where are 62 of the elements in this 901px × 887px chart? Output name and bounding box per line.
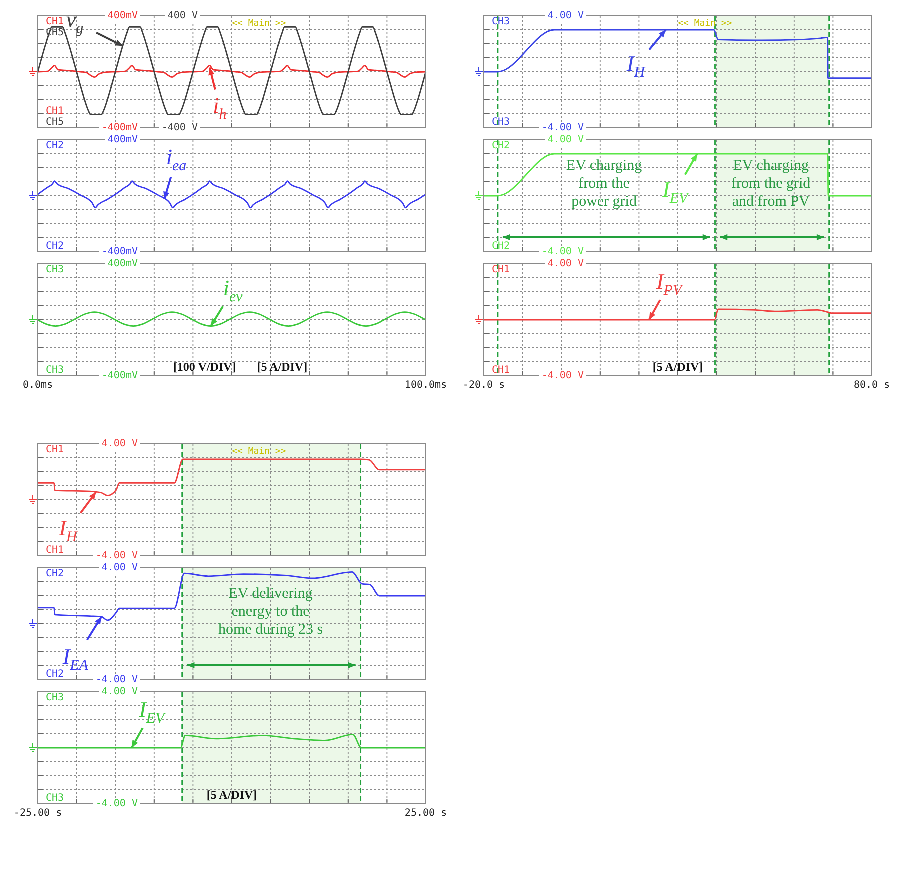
annotation: I$_{H}$ bbox=[626, 51, 646, 82]
annotation: EV charging from the grid and from PV bbox=[732, 158, 812, 210]
x-tick-label: -20.0 s bbox=[462, 380, 506, 391]
text: CH2 bbox=[46, 140, 64, 152]
annotation: I$_{EV}$ bbox=[662, 177, 690, 208]
x-tick-label: 100.0ms bbox=[404, 380, 448, 391]
y-tick-label: -400mV bbox=[102, 370, 138, 382]
text: CH2 bbox=[46, 241, 64, 252]
y-tick-label: 400mV bbox=[108, 258, 138, 270]
y-tick-label: -4.00 V bbox=[542, 122, 584, 134]
text: CH3 bbox=[46, 692, 64, 704]
y2-tick-label: -400 V bbox=[162, 122, 198, 134]
text: CH3 bbox=[46, 793, 64, 804]
annotation: v$_{g}$ bbox=[66, 7, 84, 38]
x-tick-label: 25.00 s bbox=[404, 808, 448, 819]
text: CH1 bbox=[46, 106, 64, 117]
x-tick-label: 0.0ms bbox=[22, 380, 54, 391]
y-tick-label: 4.00 V bbox=[548, 10, 584, 22]
y-tick-label: -4.00 V bbox=[96, 550, 138, 562]
annotation: << Main >> bbox=[232, 19, 287, 30]
text: CH1 bbox=[46, 16, 64, 28]
y-tick-label: -4.00 V bbox=[96, 674, 138, 686]
text: CH2 bbox=[46, 669, 64, 680]
annotation: EV charging from the power grid bbox=[566, 158, 643, 210]
text: CH3 bbox=[492, 16, 510, 28]
y2-tick-label: 400 V bbox=[168, 10, 198, 22]
annotation: I$_{EV}$ bbox=[138, 697, 167, 728]
annotation: i$_{h}$ bbox=[213, 92, 227, 124]
annotation: I$_{EA}$ bbox=[62, 644, 90, 674]
annotation: << Main >> bbox=[678, 19, 733, 30]
text: CH2 bbox=[46, 568, 64, 580]
y-tick-label: 4.00 V bbox=[548, 134, 584, 146]
text: CH2 bbox=[492, 140, 510, 152]
x-tick-label: -25.00 s bbox=[14, 808, 62, 819]
text: CH5 bbox=[46, 117, 64, 128]
annotation: i$_{ev}$ bbox=[223, 275, 244, 306]
annotation: EV delivering energy to the home during 23 s bbox=[218, 586, 324, 638]
x-tick-label: 80.0 s bbox=[854, 380, 890, 391]
y-tick-label: -4.00 V bbox=[542, 246, 584, 258]
y-tick-label: 400mV bbox=[108, 134, 138, 146]
annotation: i$_{ea}$ bbox=[166, 144, 187, 175]
y-tick-label: 4.00 V bbox=[102, 438, 138, 450]
text: CH1 bbox=[46, 444, 64, 456]
annotation: << Main >> bbox=[232, 447, 287, 458]
text: CH1 bbox=[492, 264, 510, 276]
y-tick-label: -4.00 V bbox=[542, 370, 584, 382]
text: CH3 bbox=[46, 365, 64, 376]
annotation: I$_{PV}$ bbox=[655, 269, 684, 300]
y-tick-label: 4.00 V bbox=[548, 258, 584, 270]
annotation: I$_{H}$ bbox=[58, 515, 78, 546]
annotation: [100 V/DIV] bbox=[173, 360, 236, 374]
y-tick-label: -400mV bbox=[102, 246, 138, 258]
y-tick-label: -4.00 V bbox=[96, 798, 138, 810]
y-tick-label: 4.00 V bbox=[102, 686, 138, 698]
annotation: [5 A/DIV] bbox=[257, 360, 308, 374]
text: CH3 bbox=[46, 264, 64, 276]
y-tick-label: 400mV bbox=[108, 10, 138, 22]
text: CH1 bbox=[46, 545, 64, 556]
annotation: [5 A/DIV] bbox=[652, 360, 704, 374]
y-tick-label: -400mV bbox=[102, 122, 138, 134]
y-tick-label: 4.00 V bbox=[102, 562, 138, 574]
annotation: [5 A/DIV] bbox=[206, 788, 258, 802]
